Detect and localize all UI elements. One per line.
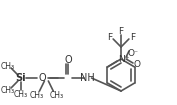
Text: O: O (133, 60, 140, 68)
Text: CH₃: CH₃ (1, 62, 15, 70)
Text: F: F (107, 33, 112, 41)
Text: CH₃: CH₃ (14, 89, 28, 98)
Text: F: F (130, 33, 135, 41)
Text: NH: NH (80, 73, 95, 83)
Text: F: F (118, 26, 124, 35)
Text: N⁺: N⁺ (118, 54, 130, 64)
Text: CH₃: CH₃ (30, 91, 44, 100)
Text: CH₃: CH₃ (1, 85, 15, 94)
Text: CH₃: CH₃ (49, 91, 63, 100)
Text: O: O (39, 73, 46, 83)
Text: ⁻: ⁻ (134, 49, 138, 58)
Text: O: O (127, 49, 135, 58)
Text: Si: Si (16, 73, 26, 83)
Text: O: O (64, 55, 72, 65)
